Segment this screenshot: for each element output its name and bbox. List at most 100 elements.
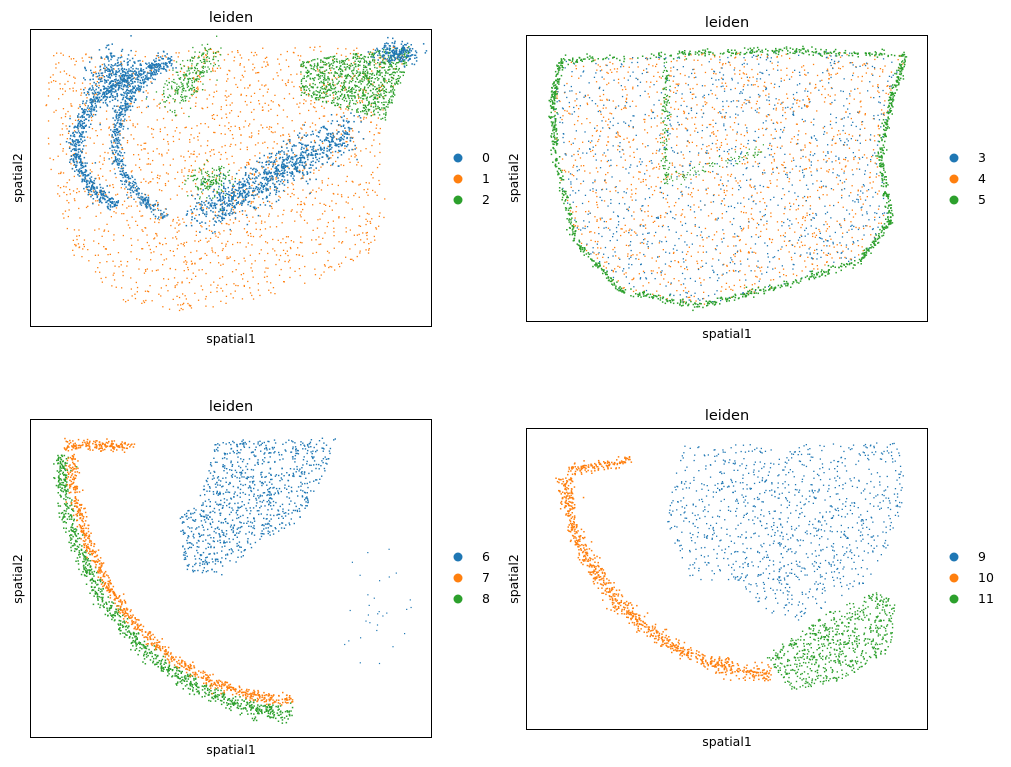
scatter-point: [157, 201, 159, 204]
scatter-point: [379, 127, 381, 130]
scatter-point: [371, 53, 374, 56]
scatter-point: [307, 149, 309, 151]
scatter-point: [189, 305, 191, 307]
scatter-point: [134, 92, 136, 94]
scatter-point: [357, 64, 360, 66]
scatter-point: [352, 57, 354, 59]
scatter-point: [356, 78, 359, 80]
scatter-point: [229, 182, 231, 184]
scatter-point: [157, 269, 159, 271]
scatter-point: [100, 89, 102, 92]
scatter-point: [291, 182, 293, 184]
scatter-point: [131, 216, 133, 218]
scatter-point: [190, 165, 192, 167]
scatter-point: [242, 184, 245, 186]
scatter-point: [343, 164, 345, 167]
scatter-point: [129, 69, 132, 72]
scatter-point: [120, 122, 122, 125]
scatter-point: [137, 154, 140, 156]
scatter-point: [234, 125, 236, 127]
scatter-point: [157, 205, 159, 207]
scatter-point: [84, 164, 87, 167]
scatter-point: [119, 80, 121, 83]
scatter-point: [301, 161, 304, 164]
scatter-point: [108, 126, 111, 128]
scatter-point: [118, 162, 120, 165]
scatter-point: [96, 187, 98, 189]
scatter-point: [218, 262, 220, 264]
scatter-point: [116, 64, 118, 67]
scatter-point: [87, 113, 89, 116]
scatter-point: [214, 214, 216, 217]
scatter-point: [186, 210, 189, 212]
scatter-point: [290, 156, 293, 158]
scatter-point: [148, 163, 150, 165]
scatter-point: [104, 99, 107, 102]
scatter-point: [397, 75, 400, 77]
scatter-point: [328, 65, 330, 67]
scatter-point: [140, 67, 142, 70]
scatter-point: [78, 157, 80, 159]
scatter-point: [115, 81, 117, 84]
scatter-point: [90, 72, 93, 74]
scatter-point: [307, 74, 309, 77]
scatter-point: [115, 207, 118, 209]
scatter-point: [82, 131, 85, 133]
scatter-point: [111, 134, 113, 136]
scatter-point: [293, 163, 295, 166]
scatter-point: [131, 175, 133, 177]
scatter-point: [99, 200, 102, 202]
scatter-point: [351, 89, 353, 91]
scatter-point: [105, 87, 108, 90]
scatter-point: [313, 169, 315, 171]
scatter-point: [113, 73, 115, 76]
scatter-point: [327, 157, 330, 159]
scatter-point: [267, 177, 270, 180]
scatter-point: [244, 210, 246, 212]
scatter-point: [254, 187, 257, 190]
scatter-point: [287, 236, 289, 238]
scatter-point: [112, 91, 114, 93]
scatter-point: [353, 95, 356, 97]
scatter-point: [342, 124, 345, 126]
scatter-point: [118, 132, 120, 134]
scatter-point: [204, 123, 206, 125]
scatter-point: [319, 94, 321, 97]
scatter-point: [77, 155, 80, 158]
scatter-point: [146, 206, 149, 208]
scatter-point: [370, 121, 372, 123]
scatter-point: [294, 270, 296, 272]
scatter-point: [171, 63, 173, 65]
scatter-point: [354, 156, 356, 158]
scatter-point: [344, 147, 346, 150]
scatter-point: [157, 63, 160, 65]
scatter-point: [272, 178, 274, 181]
scatter-point: [314, 46, 316, 48]
scatter-point: [79, 170, 82, 172]
scatter-point: [313, 91, 315, 93]
scatter-point: [229, 194, 231, 197]
scatter-point: [130, 251, 132, 253]
scatter-point: [385, 59, 387, 61]
scatter-point: [117, 131, 120, 133]
scatter-point: [79, 155, 82, 157]
scatter-point: [104, 65, 106, 67]
scatter-point: [236, 183, 239, 185]
scatter-point: [119, 123, 121, 126]
scatter-point: [193, 89, 195, 92]
scatter-point: [231, 271, 234, 273]
scatter-point: [276, 114, 279, 117]
scatter-point: [95, 106, 97, 108]
scatter-point: [312, 157, 314, 159]
scatter-point: [142, 202, 145, 204]
scatter-point: [240, 142, 242, 144]
scatter-point: [290, 175, 292, 177]
scatter-point: [299, 161, 301, 164]
scatter-point: [183, 242, 185, 244]
scatter-point: [284, 83, 287, 85]
scatter-point: [111, 135, 113, 137]
scatter-point: [99, 66, 101, 68]
scatter-point: [358, 74, 360, 76]
scatter-point: [118, 71, 120, 73]
scatter-point: [134, 91, 136, 93]
